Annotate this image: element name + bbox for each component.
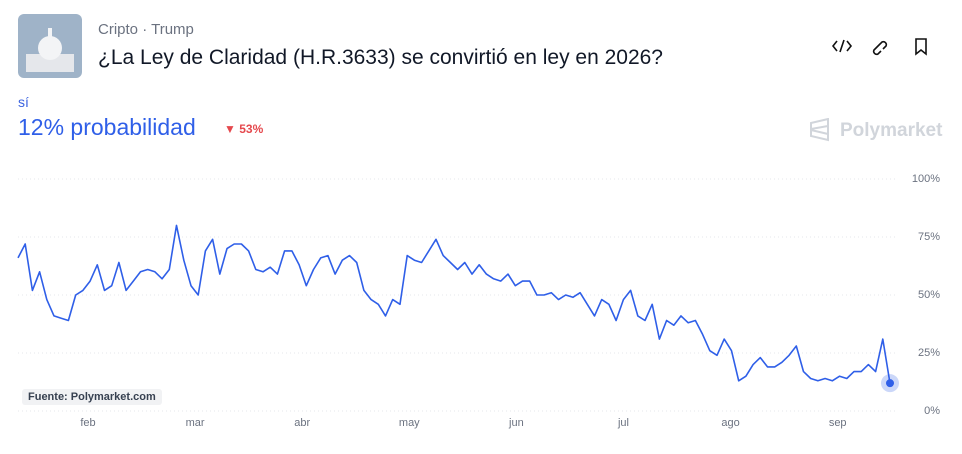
brand-logo xyxy=(810,118,829,142)
market-image xyxy=(18,14,82,78)
x-tick-label: feb xyxy=(80,417,95,429)
y-tick-label: 0% xyxy=(924,405,940,417)
x-tick-label: jun xyxy=(508,417,524,429)
y-tick-label: 50% xyxy=(918,289,940,301)
x-tick-label: mar xyxy=(186,417,205,429)
title: ¿La Ley de Claridad (H.R.3633) se convir… xyxy=(98,46,663,69)
headline: 12% probabilidad xyxy=(18,114,196,140)
breadcrumb: Cripto · Trump xyxy=(98,21,194,38)
change: ▼ 53% xyxy=(224,122,264,136)
x-tick-label: jul xyxy=(617,417,629,429)
bookmark-icon[interactable] xyxy=(915,38,927,56)
change-value: 53% xyxy=(239,122,264,136)
tag[interactable]: Trump xyxy=(151,21,194,38)
series-line xyxy=(17,224,891,384)
brand: Polymarket xyxy=(840,120,943,141)
y-tick-label: 75% xyxy=(918,231,940,243)
toolbar xyxy=(832,38,927,56)
x-tick-label: may xyxy=(399,417,420,429)
x-tick-label: ago xyxy=(721,417,739,429)
embed-icon[interactable] xyxy=(832,39,853,53)
category[interactable]: Cripto xyxy=(98,21,139,38)
source: Fuente: Polymarket.com xyxy=(22,389,162,405)
outcome: sí xyxy=(18,94,29,110)
link-icon[interactable] xyxy=(872,40,888,56)
x-tick-label: abr xyxy=(294,417,310,429)
separator: · xyxy=(142,21,148,38)
x-tick-label: sep xyxy=(829,417,847,429)
y-tick-label: 100% xyxy=(912,173,940,185)
y-tick-label: 25% xyxy=(918,347,940,359)
endpoint-dot xyxy=(886,379,894,388)
